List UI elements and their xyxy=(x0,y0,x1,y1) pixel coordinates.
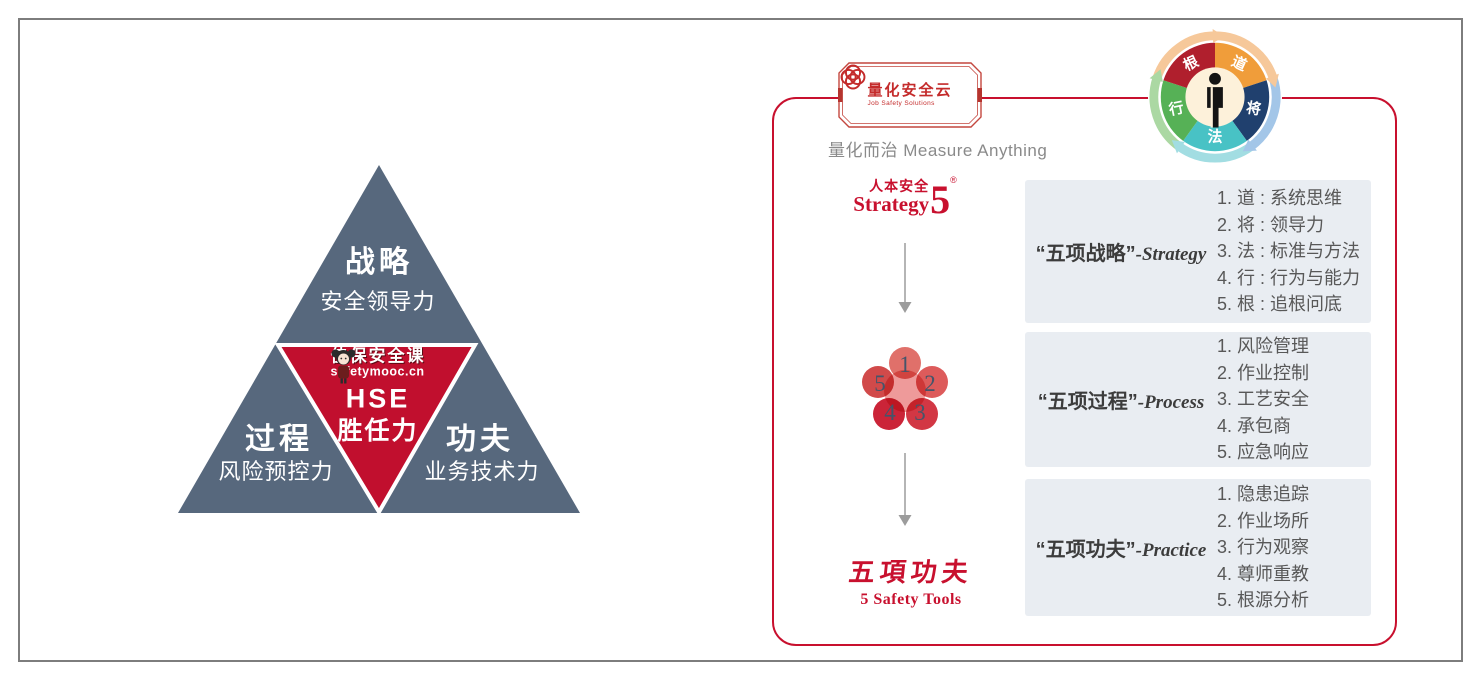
badge-subtitle: Job Safety Solutions xyxy=(867,99,935,107)
badge-content: 量化安全云 Job Safety Solutions xyxy=(838,62,982,128)
wheel-arrow-ring xyxy=(1149,28,1281,163)
list-item: 1. 隐患追踪 xyxy=(1217,484,1310,505)
pyramid-right-subtitle: 业务技术力 xyxy=(424,459,540,484)
center-inverted-triangle xyxy=(274,343,479,515)
list-item: 1. 风险管理 xyxy=(1217,336,1310,357)
panel-list: 1. 风险管理 2. 作业控制 3. 工艺安全 4. 承包商 5. 应急响应 xyxy=(1217,333,1309,466)
strategy5-frame-panel xyxy=(772,97,1397,646)
list-item: 5. 根源分析 xyxy=(1217,590,1310,611)
segment-fa xyxy=(1183,118,1247,152)
list-item: 4. 承包商 xyxy=(1217,415,1292,436)
process-panel: “五项过程”-Process 1. 风险管理 2. 作业控制 3. 工艺安全 4… xyxy=(1025,332,1371,467)
safetymooc-brand: 佳保安全课 safetymooc.cn xyxy=(330,347,426,384)
panel-label: “五项战略”-Strategy xyxy=(1025,237,1217,266)
person-icon xyxy=(1207,72,1223,128)
registered-mark: ® xyxy=(950,175,957,185)
flower-petal-3 xyxy=(905,397,938,430)
list-item: 3. 法 : 标准与方法 xyxy=(1217,241,1361,262)
tools-logo-cn: 五項功夫 xyxy=(847,557,975,587)
pyramid-left-title: 过程 xyxy=(245,423,313,456)
panel-list: 1. 隐患追踪 2. 作业场所 3. 行为观察 4. 尊师重教 5. 根源分析 xyxy=(1217,481,1309,614)
pyramid-top-title: 战略 xyxy=(345,246,413,279)
petal-number: 5 xyxy=(874,371,886,396)
panel-label-cn: “五项过程” xyxy=(1037,391,1138,413)
five-process-flower: 1 2 3 4 5 xyxy=(858,344,952,438)
panel-label-cn: “五项战略” xyxy=(1035,243,1136,265)
strategy5-cn: 人本安全 xyxy=(869,178,930,194)
list-item: 2. 作业控制 xyxy=(1217,362,1310,383)
flower-petal-4 xyxy=(872,397,905,430)
panel-label-en: -Strategy xyxy=(1135,244,1207,265)
list-item: 5. 根 : 追根问底 xyxy=(1217,294,1343,315)
list-item: 2. 作业场所 xyxy=(1217,510,1310,531)
panel-label-en: -Process xyxy=(1137,392,1205,413)
strategy5-text: 人本安全 Strategy xyxy=(853,179,929,215)
strategy5-number: 5 xyxy=(930,177,951,222)
wheel-label-gen: 根 xyxy=(1180,52,1201,75)
flower-petal-5 xyxy=(862,366,895,399)
petal-number: 3 xyxy=(914,400,926,425)
petal-number: 1 xyxy=(899,352,911,377)
wheel-label-dao: 道 xyxy=(1229,52,1250,75)
panel-label-en: -Practice xyxy=(1135,540,1207,561)
petal-number: 2 xyxy=(924,371,936,396)
wheel-label-jiang: 将 xyxy=(1245,98,1263,118)
segment-xing xyxy=(1160,80,1200,141)
strategy5-en: Strategy xyxy=(853,192,930,216)
tools-logo-en: 5 Safety Tools xyxy=(860,591,962,608)
wheel-label-fa: 法 xyxy=(1208,127,1223,145)
segment-dao xyxy=(1215,42,1267,89)
wheel-segments xyxy=(1160,42,1270,152)
pyramid-right-title: 功夫 xyxy=(446,423,514,456)
quantified-safety-cloud-badge: 量化安全云 Job Safety Solutions xyxy=(838,62,982,128)
mascot-girl-icon xyxy=(331,349,356,384)
flower-petal-2 xyxy=(915,366,948,399)
badge-text: 量化安全云 Job Safety Solutions xyxy=(867,83,952,107)
panel-label-cn: “五项功夫” xyxy=(1035,539,1136,561)
outer-border-frame xyxy=(18,18,1463,662)
brand-site: safetymooc.cn xyxy=(330,364,425,379)
job-safety-solutions-logo-icon xyxy=(840,64,866,90)
list-item: 1. 道 : 系统思维 xyxy=(1217,188,1343,209)
panel-label: “五项功夫”-Practice xyxy=(1025,533,1217,562)
hse-competency-pyramid: 战略 安全领导力 过程 风险预控力 功夫 业务技术力 佳保安全课 safetym… xyxy=(176,163,582,515)
wheel-label-xing: 行 xyxy=(1166,98,1185,119)
five-elements-wheel: 道 将 法 行 根 xyxy=(1146,28,1284,166)
list-item: 4. 尊师重教 xyxy=(1217,563,1310,584)
segment-gen xyxy=(1163,42,1215,89)
list-item: 4. 行 : 行为与能力 xyxy=(1217,267,1361,288)
list-item: 2. 将 : 领导力 xyxy=(1217,214,1325,235)
segment-jiang xyxy=(1230,80,1270,141)
tagline: 量化而治 Measure Anything xyxy=(828,141,1048,160)
pyramid-left-subtitle: 风险预控力 xyxy=(218,459,334,484)
badge-frame xyxy=(838,62,982,128)
list-item: 3. 工艺安全 xyxy=(1217,389,1310,410)
five-safety-tools-logo: 五項功夫 5 Safety Tools xyxy=(847,552,975,609)
list-item: 5. 应急响应 xyxy=(1217,442,1310,463)
petal-number: 4 xyxy=(884,400,896,425)
flow-arrow-down-icon xyxy=(898,453,912,526)
badge-title: 量化安全云 xyxy=(867,82,953,100)
pyramid-top-subtitle: 安全领导力 xyxy=(320,289,436,314)
panel-list: 1. 道 : 系统思维 2. 将 : 领导力 3. 法 : 标准与方法 4. 行… xyxy=(1217,185,1360,318)
center-line1: HSE xyxy=(345,383,411,414)
pyramid-triangle xyxy=(178,165,580,513)
flow-arrow-down-icon xyxy=(898,243,912,313)
flower-petal-1 xyxy=(889,347,921,379)
list-item: 3. 行为观察 xyxy=(1217,537,1310,558)
practice-panel: “五项功夫”-Practice 1. 隐患追踪 2. 作业场所 3. 行为观察 … xyxy=(1025,479,1371,616)
strategy5-logo: 人本安全 Strategy 5 ® xyxy=(853,175,956,222)
pyramid-shape xyxy=(178,165,580,515)
center-line2: 胜任力 xyxy=(337,417,419,445)
panel-label: “五项过程”-Process xyxy=(1025,385,1217,414)
strategy-panel: “五项战略”-Strategy 1. 道 : 系统思维 2. 将 : 领导力 3… xyxy=(1025,180,1371,323)
